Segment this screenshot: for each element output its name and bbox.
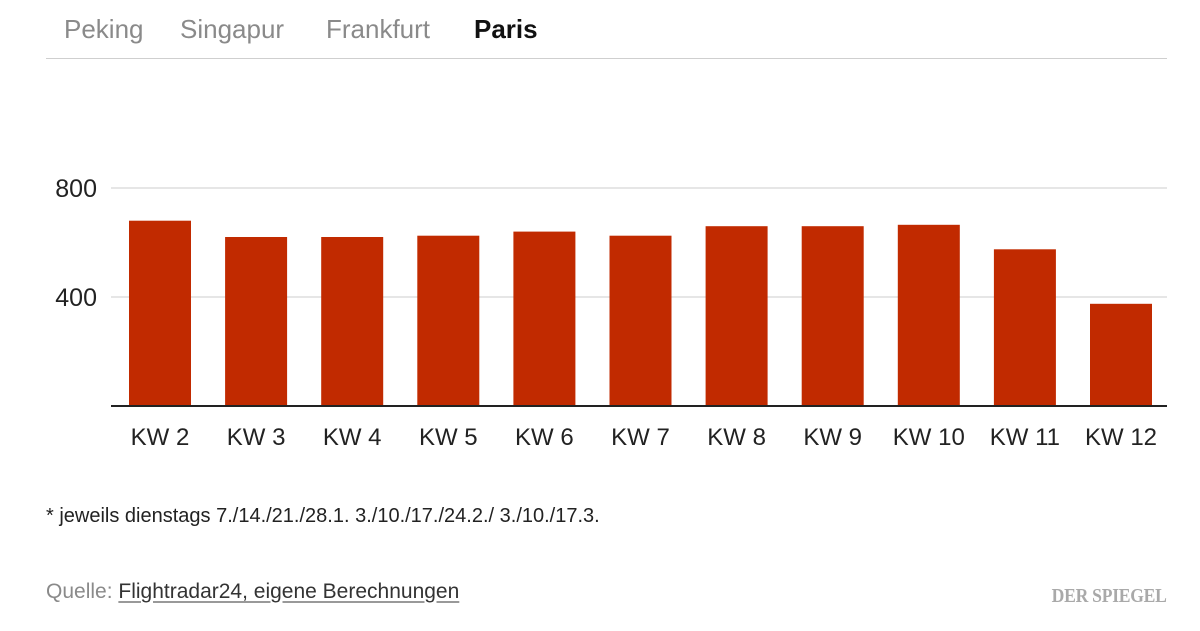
x-tick-label: KW 5 (419, 424, 478, 451)
x-tick-label: KW 4 (323, 424, 382, 451)
city-tabs: Peking Singapur Frankfurt Paris (46, 0, 1167, 59)
x-tick-label: KW 12 (1085, 424, 1157, 451)
bar-kw-6 (513, 231, 576, 406)
bar-kw-9 (801, 226, 864, 406)
der-spiegel-logo: DER SPIEGEL (1052, 585, 1167, 607)
footnote: * jeweils dienstags 7./14./21./28.1. 3./… (46, 505, 600, 527)
tab-singapur[interactable]: Singapur (180, 14, 285, 44)
axes: 400 800 KW 2 KW 3 KW 4 KW 5 KW 6 KW 7 KW 8 KW 9 KW… (55, 175, 1167, 451)
bar-kw-3 (225, 237, 288, 406)
x-tick-label: KW 9 (803, 424, 862, 451)
bar-kw-8 (705, 226, 768, 406)
bar-kw-2 (129, 220, 191, 406)
x-tick-label: KW 10 (893, 424, 965, 451)
x-tick-label: KW 2 (131, 424, 190, 451)
x-tick-label: KW 11 (990, 424, 1060, 451)
tab-peking[interactable]: Peking (64, 14, 144, 44)
bar-kw-4 (321, 237, 384, 406)
tab-frankfurt[interactable]: Frankfurt (326, 14, 431, 44)
bars (129, 220, 1152, 406)
bar-kw-11 (993, 249, 1056, 406)
bar-chart: 400 800 KW 2 KW 3 KW 4 KW 5 KW 6 KW 7 KW 8 KW 9 KW… (55, 175, 1167, 451)
bar-kw-10 (897, 224, 960, 406)
bar-kw-5 (417, 235, 480, 406)
source-prefix: Quelle: (46, 580, 119, 603)
x-tick-label: KW 6 (515, 424, 574, 451)
tab-paris[interactable]: Paris (474, 14, 538, 44)
x-tick-label: KW 7 (611, 424, 670, 451)
x-tick-label: KW 3 (227, 424, 286, 451)
y-tick-label: 400 (55, 284, 97, 312)
source-line: Quelle: Flightradar24, eigene Berechnung… (46, 580, 459, 604)
bar-kw-12 (1090, 303, 1152, 406)
bar-kw-7 (609, 235, 672, 406)
source-link[interactable]: Flightradar24, eigene Berechnungen (118, 580, 460, 603)
x-tick-label: KW 8 (707, 424, 766, 451)
y-tick-label: 800 (55, 175, 97, 203)
